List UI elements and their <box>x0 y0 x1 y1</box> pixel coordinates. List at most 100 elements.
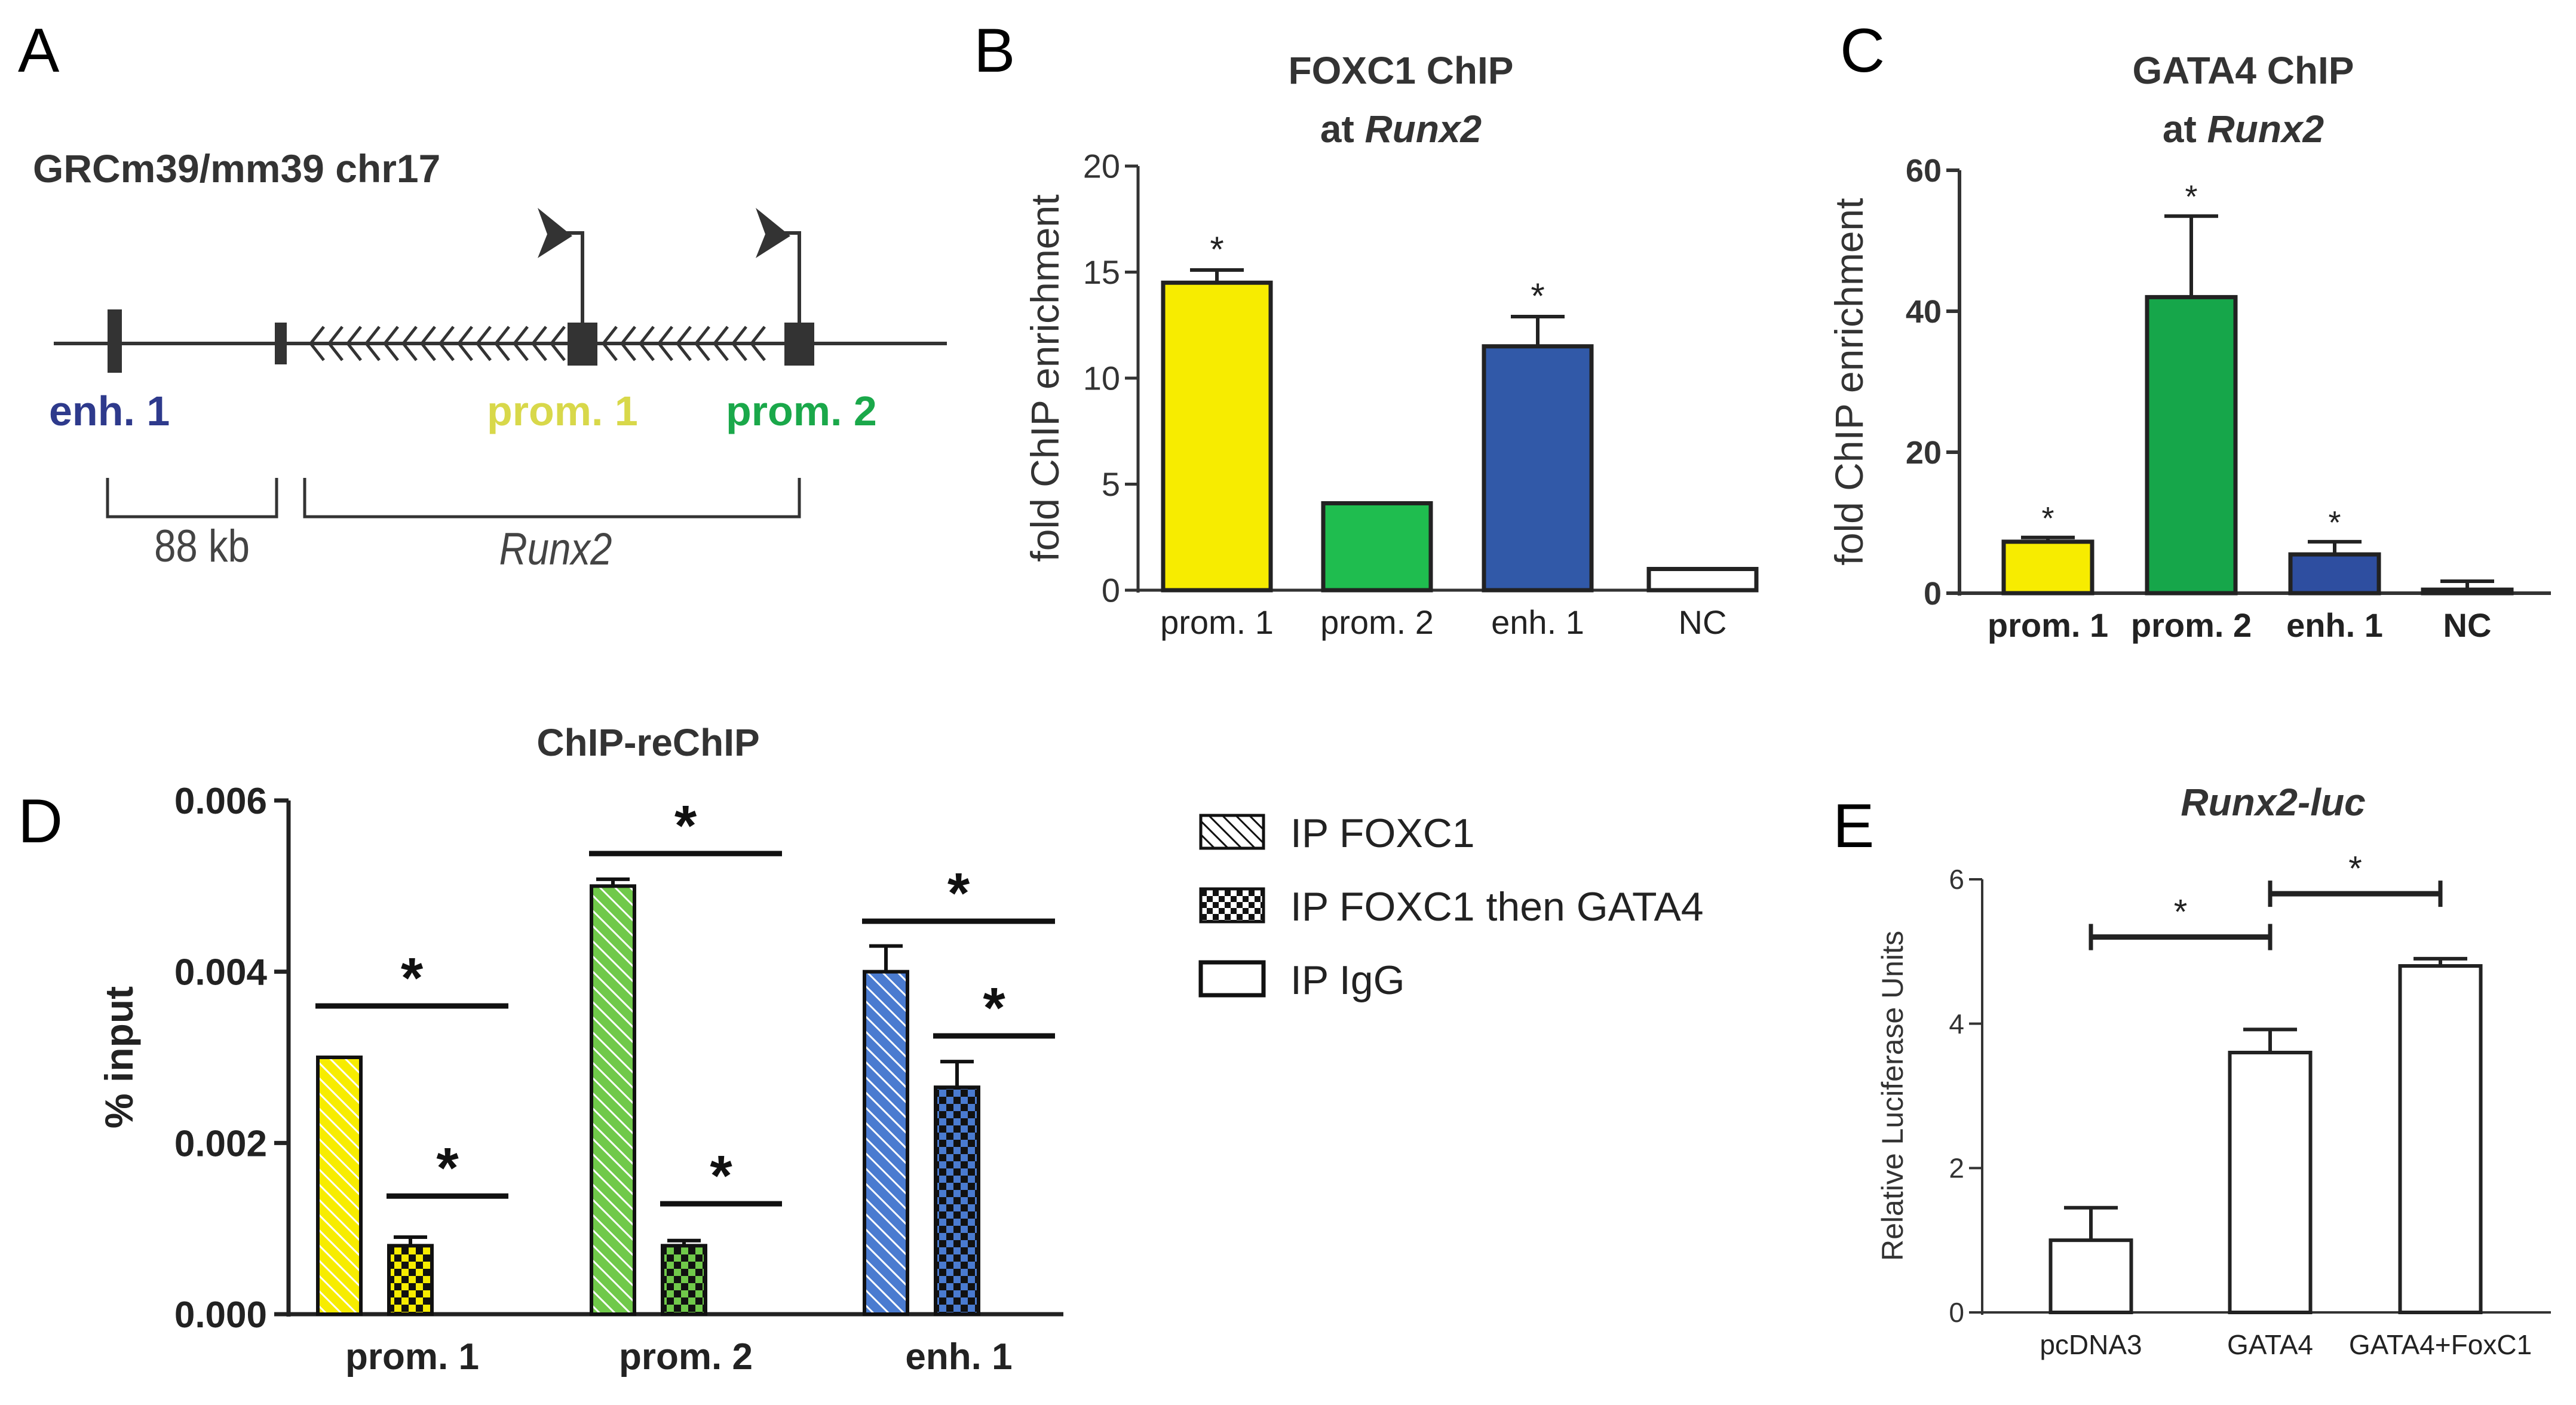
strand-arrow-6 <box>419 326 436 361</box>
y-axis-label: fold ChIP enrichment <box>1023 194 1067 562</box>
x-tick-label: NC <box>1679 603 1727 641</box>
chart-c: 0 20 40 60 fold ChIP enrichment prom. 1 * prom.… <box>1827 153 2551 644</box>
y-tick-label: 10 <box>1083 360 1120 397</box>
y-tick-label: 15 <box>1083 253 1120 291</box>
strand-arrow-4 <box>382 326 399 361</box>
significance-mark: * <box>1210 229 1223 269</box>
bar-pattern <box>387 1244 434 1316</box>
scale-label: 88 kb <box>154 521 250 572</box>
x-tick-label: prom. 1 <box>345 1336 479 1378</box>
x-tick-label: pcDNA3 <box>2040 1329 2142 1360</box>
comparison-significance: * <box>2348 849 2362 888</box>
panel-b-letter: B <box>974 16 1015 85</box>
enhancer-block <box>108 309 122 373</box>
strand-arrow-14 <box>601 326 618 361</box>
significance-mark: * <box>983 976 1005 1040</box>
strand-arrow-13 <box>549 326 566 361</box>
gene-start-block <box>275 323 287 364</box>
strand-arrows <box>308 326 766 361</box>
prom-2-label: prom. 2 <box>726 388 877 434</box>
y-axis-label: Relative Luciferase Units <box>1876 931 1909 1261</box>
panel-b-title-1: FOXC1 ChIP <box>1289 49 1514 92</box>
strand-arrow-1 <box>327 326 344 361</box>
significance-mark: * <box>401 946 424 1010</box>
x-tick-label: GATA4+FoxC1 <box>2349 1329 2532 1360</box>
strand-arrow-2 <box>345 326 362 361</box>
bar <box>2421 587 2514 596</box>
panel-e: E Runx2-luc 0 2 4 6 Relative Luciferase Unit… <box>1833 781 2551 1360</box>
panel-d-title: ChIP-reChIP <box>536 721 759 764</box>
significance-mark: * <box>710 1144 732 1208</box>
bar <box>1161 280 1273 593</box>
strand-arrow-10 <box>493 326 510 361</box>
strand-arrow-21 <box>731 326 747 361</box>
y-tick-label: 20 <box>1906 435 1942 471</box>
significance-mark: * <box>2185 179 2197 215</box>
x-tick-label: prom. 1 <box>1988 606 2108 644</box>
panel-c-title-2: at Runx2 <box>2163 108 2324 151</box>
x-tick-label: prom. 2 <box>619 1336 753 1378</box>
x-tick-label: enh. 1 <box>905 1336 1012 1378</box>
x-tick-label: GATA4 <box>2227 1329 2313 1360</box>
y-tick-label: 0.002 <box>174 1123 267 1164</box>
bar <box>2398 964 2483 1314</box>
bar-pattern <box>316 1056 363 1316</box>
legend-label-ip-foxc1-then-gata4: IP FOXC1 then GATA4 <box>1290 884 1704 929</box>
bar <box>2048 1238 2133 1315</box>
y-tick-label: 0.006 <box>174 781 267 822</box>
legend-swatch-ip-foxc1 <box>1199 814 1265 850</box>
gene-label: Runx2 <box>499 524 612 575</box>
strand-arrow-5 <box>401 326 418 361</box>
bar-pattern <box>863 970 909 1316</box>
panel-c-title-1: GATA4 ChIP <box>2133 49 2354 92</box>
y-tick-label: 0.004 <box>174 952 268 993</box>
significance-mark: * <box>2041 501 2054 536</box>
x-tick-label: prom. 2 <box>2131 606 2252 644</box>
strand-arrow-16 <box>638 326 655 361</box>
bar-pattern <box>661 1244 707 1316</box>
y-tick-label: 6 <box>1949 864 1964 895</box>
panel-b-title-2: at Runx2 <box>1320 108 1482 151</box>
y-tick-label: 0 <box>1102 572 1120 609</box>
legend-label-ip-igg: IP IgG <box>1290 958 1405 1003</box>
strand-arrow-7 <box>438 326 455 361</box>
significance-mark: * <box>947 861 970 925</box>
panel-b: B FOXC1 ChIP at Runx2 0 5 10 15 20 fold ChIP … <box>974 16 1759 641</box>
x-tick-label: enh. 1 <box>2286 606 2383 644</box>
x-tick-label: prom. 2 <box>1320 603 1434 641</box>
legend: IP FOXC1 IP FOXC1 then GATA4 IP IgG <box>1198 811 1704 1003</box>
significance-mark: * <box>2328 505 2341 541</box>
enh-1-label: enh. 1 <box>49 388 170 434</box>
bar <box>2001 539 2094 596</box>
y-tick-label: 4 <box>1949 1008 1964 1039</box>
strand-arrow-3 <box>364 326 381 361</box>
panel-e-letter: E <box>1833 792 1874 861</box>
panel-d: D ChIP-reChIP 0.000 0.002 0.004 0.006 % inpu… <box>18 721 1704 1378</box>
y-axis-label: % input <box>97 986 141 1128</box>
bar <box>1646 567 1759 593</box>
panel-c: C GATA4 ChIP at Runx2 0 20 40 60 fold ChIP e… <box>1827 16 2551 644</box>
legend-swatch-ip-foxc1-then-gata4 <box>1199 887 1265 924</box>
prom-1-label: prom. 1 <box>487 388 638 434</box>
y-tick-label: 5 <box>1102 465 1120 503</box>
strand-arrow-0 <box>308 326 325 361</box>
bar <box>2288 552 2381 596</box>
legend-swatch-ip-igg <box>1198 960 1266 998</box>
strand-arrow-12 <box>530 326 547 361</box>
y-tick-label: 0 <box>1924 576 1942 612</box>
x-tick-label: enh. 1 <box>1491 603 1584 641</box>
locus-label: GRCm39/mm39 chr17 <box>33 146 440 191</box>
scale-bar-88kb <box>106 478 278 519</box>
tss-arrowhead-1 <box>538 208 572 258</box>
promoter-1-block <box>568 323 597 366</box>
y-tick-label: 0.000 <box>174 1294 267 1336</box>
panel-a: A GRCm39/mm39 chr17 enh. 1 prom. 1 prom.… <box>18 16 947 575</box>
bar-pattern <box>934 1085 980 1316</box>
x-tick-label: NC <box>2443 606 2492 644</box>
panel-e-title: Runx2-luc <box>2181 781 2365 824</box>
panel-c-letter: C <box>1840 16 1885 85</box>
strand-arrow-18 <box>675 326 692 361</box>
chart-d: 0.000 0.002 0.004 0.006 % input prom. 1 prom. … <box>97 781 1063 1378</box>
x-tick-label: prom. 1 <box>1160 603 1274 641</box>
